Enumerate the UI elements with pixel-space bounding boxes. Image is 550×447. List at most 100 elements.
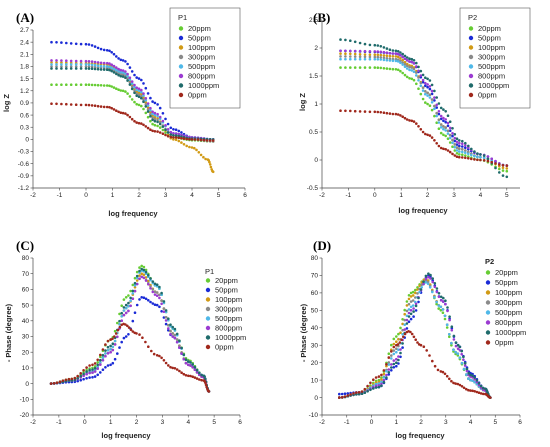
panel-c-point-0ppm: [147, 345, 150, 349]
panel-c-point-800ppm: [82, 374, 85, 378]
panel-c-point-800ppm: [175, 340, 179, 344]
panel-d-point-500ppm: [452, 348, 455, 352]
panel-b-point-500ppm: [394, 59, 398, 63]
panel-d-legend-label-1000ppm: 1000ppm: [495, 328, 526, 337]
panel-a-point-800ppm: [115, 66, 118, 69]
panel-c-point-50ppm: [120, 340, 123, 344]
panel-a-point-1000ppm: [153, 119, 157, 123]
panel-d-legend-marker-800ppm: [485, 320, 491, 325]
panel-b-point-50ppm: [464, 146, 467, 149]
panel-d-point-300ppm: [414, 296, 417, 299]
panel-d-point-800ppm: [450, 328, 454, 332]
panel-b-point-0ppm: [501, 164, 505, 167]
panel-c-x-tick-label: 2: [135, 419, 139, 426]
panel-a-point-50ppm: [151, 100, 154, 103]
panel-a-point-0ppm: [166, 134, 170, 138]
panel-c-point-20ppm: [142, 265, 146, 269]
panel-a-point-50ppm: [174, 128, 178, 131]
panel-a-point-20ppm: [87, 83, 91, 86]
panel-c-point-800ppm: [113, 343, 117, 346]
panel-b-point-300ppm: [415, 71, 418, 74]
panel-d-y-tick-label: 40: [311, 325, 319, 332]
panel-a-point-500ppm: [112, 67, 116, 71]
panel-d-point-1000ppm: [405, 322, 409, 325]
panel-a-point-1000ppm: [108, 68, 111, 72]
panel-a-point-300ppm: [128, 81, 132, 84]
panel-b-point-500ppm: [424, 92, 427, 96]
panel-b-point-1000ppm: [476, 152, 479, 155]
panel-c-point-100ppm: [142, 273, 146, 277]
panel-c-point-1000ppm: [158, 285, 161, 289]
panel-d-point-1000ppm: [357, 392, 361, 396]
panel-d-point-0ppm: [357, 391, 361, 394]
panel-b-point-20ppm: [412, 78, 416, 82]
panel-d-point-1000ppm: [442, 296, 445, 300]
panel-c-point-50ppm: [127, 333, 130, 336]
panel-b-point-800ppm: [396, 52, 400, 56]
panel-d-point-300ppm: [403, 318, 407, 322]
panel-b-point-1000ppm: [439, 106, 443, 110]
panel-a-legend-label-20ppm: 20ppm: [188, 24, 211, 33]
panel-b-series-500ppm: [339, 57, 509, 167]
panel-c-legend-marker-100ppm: [205, 297, 211, 302]
panel-b-point-20ppm: [349, 66, 352, 69]
panel-b-point-800ppm: [453, 136, 457, 140]
panel-c-point-1000ppm: [120, 311, 123, 315]
panel-d-point-1000ppm: [431, 277, 435, 280]
panel-a-point-800ppm: [96, 61, 100, 64]
panel-d-point-800ppm: [382, 378, 386, 382]
panel-b-x-tick-label: 5: [505, 192, 509, 199]
panel-c-point-1000ppm: [144, 270, 148, 274]
panel-c-y-tick-label: 50: [22, 302, 30, 309]
panel-a-point-500ppm: [135, 88, 138, 92]
panel-a-point-0ppm: [65, 102, 68, 106]
panel-d-point-0ppm: [456, 382, 460, 386]
panel-b-point-800ppm: [448, 126, 452, 130]
panel-b-point-500ppm: [353, 57, 357, 61]
panel-a-point-20ppm: [79, 83, 83, 86]
panel-b-point-0ppm: [349, 109, 352, 113]
panel-b-point-300ppm: [448, 133, 452, 137]
panel-c-point-800ppm: [182, 357, 186, 361]
panel-b-point-800ppm: [461, 142, 464, 146]
panel-a-point-800ppm: [166, 128, 170, 131]
panel-c-point-800ppm: [127, 309, 130, 313]
panel-b-y-tick-label: 2.5: [309, 17, 318, 24]
panel-d-point-20ppm: [411, 290, 415, 294]
panel-b-point-0ppm: [339, 109, 342, 112]
panel-c-point-1000ppm: [147, 273, 150, 277]
panel-d-point-800ppm: [444, 302, 447, 306]
panel-b-point-50ppm: [428, 87, 432, 91]
panel-d-y-tick-label: 70: [311, 273, 319, 280]
panel-c-point-0ppm: [101, 348, 105, 351]
panel-b-point-1000ppm: [433, 89, 436, 93]
panel-b-point-300ppm: [339, 55, 342, 58]
panel-b-point-0ppm: [426, 133, 429, 137]
panel-c-point-1000ppm: [93, 366, 97, 370]
panel-d-point-100ppm: [403, 312, 407, 316]
panel-a-point-800ppm: [87, 60, 91, 63]
panel-b-point-500ppm: [437, 121, 441, 124]
panel-b-point-800ppm: [421, 78, 425, 82]
panel-b-point-500ppm: [401, 63, 405, 66]
panel-b-point-0ppm: [421, 130, 425, 134]
panel-d-y-tick-label: -10: [309, 412, 319, 419]
panel-d-y-tick-label: 80: [311, 255, 319, 262]
panel-a-point-50ppm: [128, 66, 132, 69]
panel-b-point-500ppm: [446, 132, 450, 135]
panel-d-point-1000ppm: [409, 312, 413, 316]
panel-b-point-500ppm: [430, 101, 434, 104]
panel-d-point-1000ppm: [471, 374, 474, 378]
panel-b-point-800ppm: [444, 118, 448, 121]
panel-a-y-tick-label: -0.6: [18, 161, 30, 168]
panel-c-point-800ppm: [187, 363, 190, 367]
panel-d-legend-marker-300ppm: [485, 300, 491, 305]
panel-c-point-800ppm: [96, 367, 99, 370]
panel-b-point-0ppm: [428, 134, 432, 137]
panel-a-point-1000ppm: [130, 87, 134, 91]
panel-d-point-0ppm: [412, 335, 416, 339]
panel-b-point-300ppm: [430, 98, 434, 101]
panel-b-legend-marker-50ppm: [468, 35, 474, 41]
panel-a-point-1000ppm: [119, 74, 123, 78]
